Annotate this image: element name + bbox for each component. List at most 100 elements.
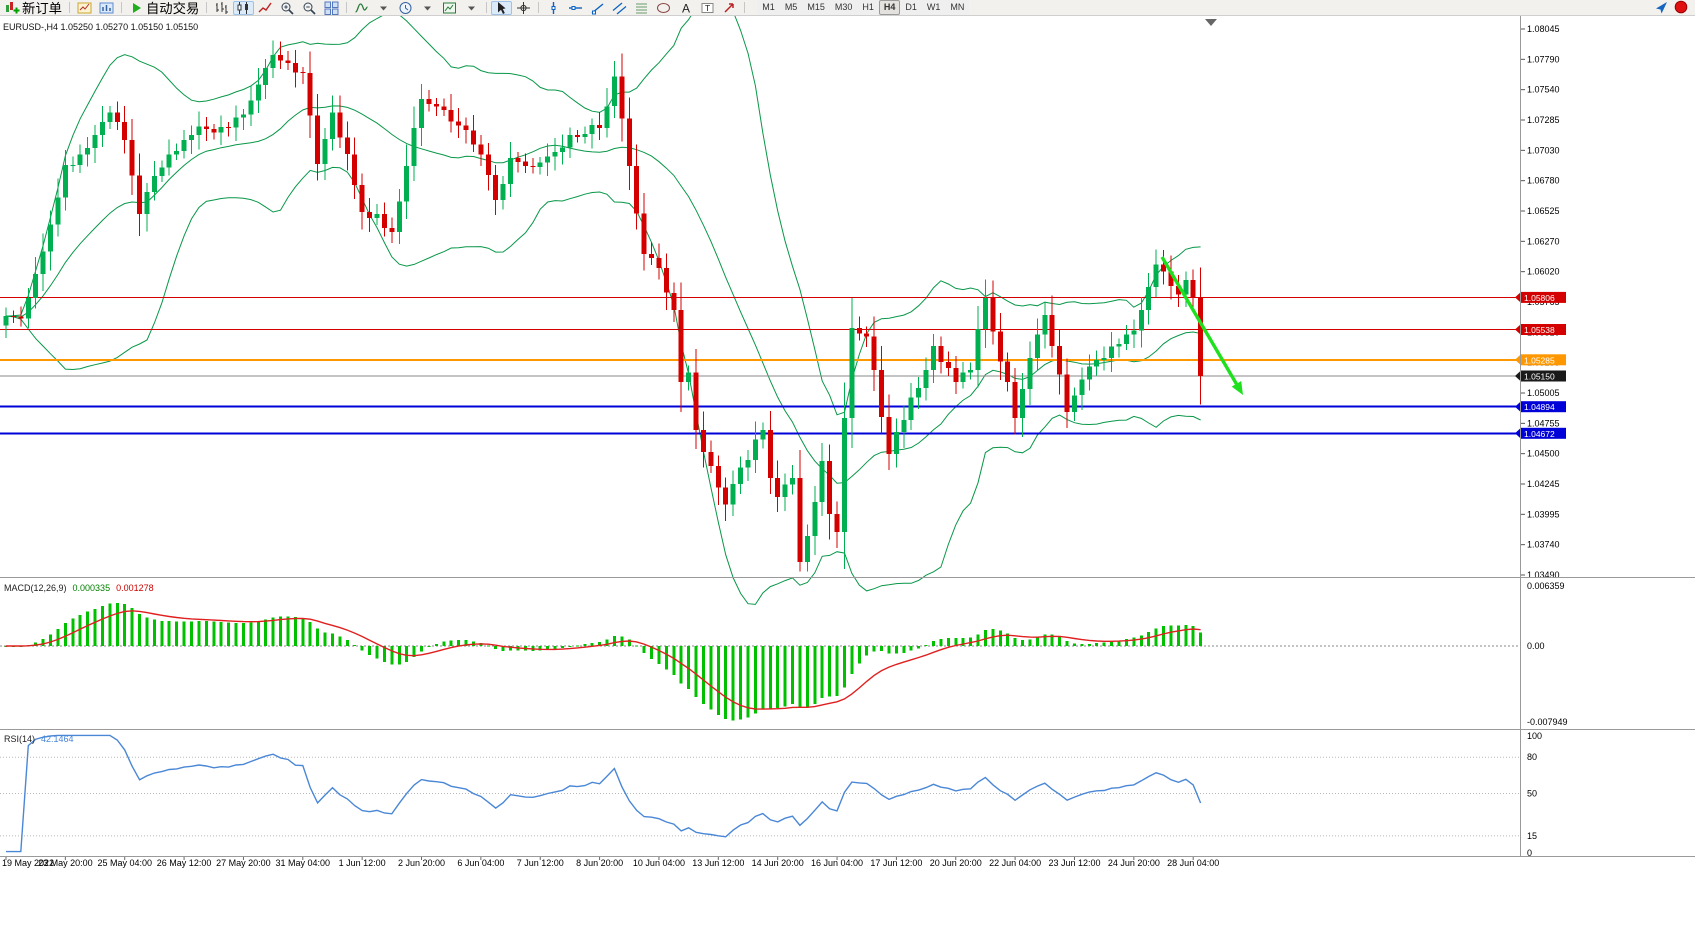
- templates-menu-icon: [464, 1, 479, 15]
- time-axis-label: 17 Jun 12:00: [870, 858, 922, 868]
- chart-background: [0, 16, 1695, 936]
- rsi-scale-label: 50: [1527, 789, 1537, 799]
- toolbar-separator: [486, 2, 488, 13]
- time-axis-label: 23 Jun 12:00: [1048, 858, 1100, 868]
- horizontal-lines[interactable]: [0, 296, 1520, 435]
- time-axis-label: 14 Jun 20:00: [752, 858, 804, 868]
- channel-tool-button[interactable]: [609, 1, 630, 15]
- open-chart-button[interactable]: [74, 1, 95, 15]
- price-tick-label: 1.05005: [1527, 388, 1560, 398]
- zoom-out-icon: [302, 1, 317, 15]
- toolbar-separator: [744, 2, 746, 13]
- line-price-tag: 1.05538: [1515, 324, 1566, 335]
- price-tick-label: 1.03740: [1527, 540, 1560, 550]
- periods-button[interactable]: [395, 1, 416, 15]
- line-price-tag: 1.04672: [1515, 427, 1566, 439]
- time-axis-label: 19 May 2022: [2, 858, 54, 868]
- toolbar-right-group: [1654, 0, 1693, 16]
- candles-layer: [3, 40, 1204, 572]
- svg-text:A: A: [682, 1, 690, 15]
- line-price-tag: 1.05285: [1515, 354, 1566, 365]
- symbol-ohlc-header: EURUSD-,H4 1.05250 1.05270 1.05150 1.051…: [3, 22, 198, 32]
- timeframe-button-mn[interactable]: MN: [945, 0, 970, 15]
- timeframe-button-m5[interactable]: M5: [779, 0, 803, 15]
- timeframe-button-w1[interactable]: W1: [921, 0, 946, 15]
- price-tag-label: 1.04672: [1524, 429, 1555, 439]
- periods-menu-button[interactable]: [417, 1, 438, 15]
- cursor-tool-button[interactable]: [491, 0, 513, 15]
- line-chart-mode-button[interactable]: [255, 1, 276, 15]
- templates-button[interactable]: [439, 1, 460, 15]
- macd-scale-zero: 0.00: [1527, 641, 1545, 651]
- bar-chart-mode-icon: [214, 1, 229, 15]
- time-axis-label: 31 May 04:00: [276, 858, 331, 868]
- price-tick-label: 1.07285: [1527, 115, 1560, 125]
- timeframe-button-h1[interactable]: H1: [857, 0, 879, 15]
- tile-windows-button[interactable]: [321, 1, 342, 15]
- time-axis-label: 2 Jun 20:00: [398, 858, 445, 868]
- price-tick-label: 1.06525: [1527, 206, 1560, 216]
- notification-badge-icon[interactable]: [1674, 0, 1689, 16]
- bar-chart-mode-button[interactable]: [211, 1, 232, 15]
- price-tick-label: 1.06780: [1527, 176, 1560, 186]
- candle-chart-mode-button[interactable]: [233, 0, 255, 15]
- fibonacci-tool-icon: [634, 1, 649, 15]
- svg-text:T: T: [705, 3, 710, 13]
- time-axis-label: 8 Jun 20:00: [576, 858, 623, 868]
- periods-icon: [398, 1, 413, 15]
- text-tool-button[interactable]: A: [675, 1, 696, 15]
- arrows-tool-button[interactable]: [719, 1, 740, 15]
- timeframe-button-m15[interactable]: M15: [802, 0, 830, 15]
- fibonacci-tool-button[interactable]: [631, 1, 652, 15]
- label-tool-button[interactable]: T: [697, 1, 718, 15]
- nav-arrow-icon[interactable]: [1654, 0, 1669, 16]
- time-axis-label: 25 May 04:00: [97, 858, 152, 868]
- label-tool-icon: T: [700, 1, 715, 15]
- hline-tool-button[interactable]: [565, 1, 586, 15]
- toolbar-separator: [206, 2, 208, 13]
- rsi-scale-label: 80: [1527, 752, 1537, 762]
- indicators-button[interactable]: [351, 1, 372, 15]
- price-tag-label: 1.05285: [1524, 355, 1555, 365]
- toolbar-separator: [346, 2, 348, 13]
- indicators-menu-button[interactable]: [373, 1, 394, 15]
- trend-arrow[interactable]: [1160, 256, 1243, 395]
- price-tick-label: 1.06270: [1527, 236, 1560, 246]
- time-axis-label: 13 Jun 12:00: [692, 858, 744, 868]
- new-order-button[interactable]: 新订单: [2, 1, 65, 16]
- line-price-tag: 1.05806: [1515, 291, 1566, 303]
- rsi-scale-label: 100: [1527, 731, 1542, 741]
- timeframe-button-h4[interactable]: H4: [878, 0, 901, 15]
- price-tag-label: 1.04894: [1524, 402, 1555, 412]
- zoom-in-button[interactable]: [277, 1, 298, 15]
- timeframe-button-d1[interactable]: D1: [900, 0, 922, 15]
- price-tick-label: 1.04755: [1527, 418, 1560, 428]
- line-chart-mode-icon: [258, 1, 273, 15]
- profiles-button[interactable]: [96, 1, 117, 15]
- zoom-out-button[interactable]: [299, 1, 320, 15]
- auto-trading-button[interactable]: 自动交易: [126, 1, 202, 16]
- candle-chart-mode-icon: [236, 1, 251, 15]
- rsi-scale-label: 15: [1527, 831, 1537, 841]
- trendline-tool-icon: [590, 1, 605, 15]
- price-tag-label: 1.05150: [1524, 372, 1555, 382]
- time-axis-label: 22 Jun 04:00: [989, 858, 1041, 868]
- shapes-tool-button[interactable]: [653, 1, 674, 15]
- vline-tool-button[interactable]: [543, 1, 564, 15]
- rsi-label: RSI(14) 42.1464: [4, 734, 74, 744]
- trendline-tool-button[interactable]: [587, 1, 608, 15]
- timeframe-button-m30[interactable]: M30: [829, 0, 858, 15]
- price-tick-label: 1.07030: [1527, 145, 1560, 155]
- price-tick-label: 1.07790: [1527, 54, 1560, 64]
- price-tick-label: 1.08045: [1527, 24, 1560, 34]
- current-price-tag: 1.05150: [1515, 370, 1566, 382]
- templates-menu-button[interactable]: [461, 1, 482, 15]
- vline-tool-icon: [546, 1, 561, 15]
- arrows-tool-icon: [722, 1, 737, 15]
- time-axis-label: 26 May 12:00: [157, 858, 212, 868]
- chart-shift-marker[interactable]: [1205, 19, 1217, 26]
- chart-canvas[interactable]: 1.08045 1.07790 1.07540 1.07285 1.07030 1.067…: [0, 16, 1695, 936]
- timeframe-button-m1[interactable]: M1: [757, 0, 780, 15]
- crosshair-tool-button[interactable]: [513, 1, 534, 15]
